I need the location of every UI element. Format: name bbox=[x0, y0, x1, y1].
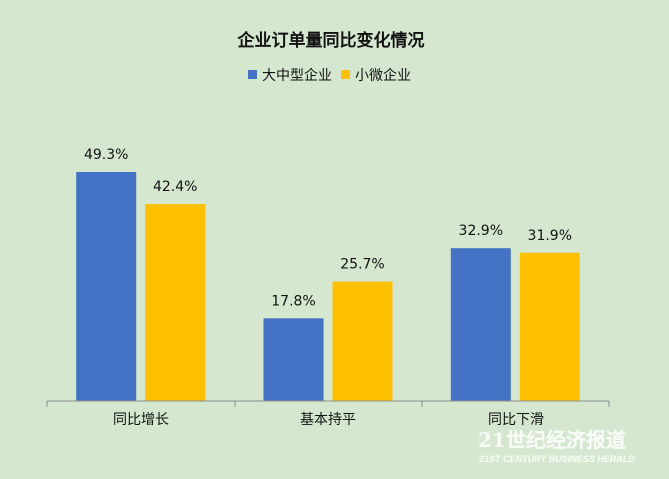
x-tick-label: 同比下滑 bbox=[488, 411, 544, 428]
data-label-small-2: 25.7% bbox=[340, 257, 384, 273]
chart-title: 企业订单量同比变化情况 bbox=[237, 30, 425, 51]
bars bbox=[76, 172, 580, 401]
data-label-small-3: 31.9% bbox=[528, 228, 572, 244]
legend-label-large: 大中型企业 bbox=[262, 67, 332, 84]
watermark-en: 21ST CENTURY BUSINESS HERALD bbox=[478, 454, 635, 464]
bar-large-2 bbox=[263, 318, 324, 401]
bar-small-1 bbox=[145, 204, 206, 401]
watermark-cn: 21世纪经济报道 bbox=[478, 428, 626, 452]
x-tick-label: 基本持平 bbox=[300, 411, 356, 428]
data-label-large-1: 49.3% bbox=[84, 147, 128, 163]
bar-large-3 bbox=[450, 248, 511, 401]
data-label-large-2: 17.8% bbox=[271, 293, 315, 309]
legend-swatch-large bbox=[248, 70, 257, 79]
data-label-large-3: 32.9% bbox=[459, 223, 503, 239]
value-labels: 49.3% 42.4% 17.8% 25.7% 32.9% 31.9% bbox=[84, 147, 572, 309]
legend: 大中型企业 小微企业 bbox=[248, 67, 411, 84]
data-label-small-1: 42.4% bbox=[153, 179, 197, 195]
bar-small-2 bbox=[332, 281, 393, 401]
bar-small-3 bbox=[519, 252, 580, 401]
legend-swatch-small bbox=[341, 70, 350, 79]
x-axis: 同比增长 基本持平 同比下滑 bbox=[46, 400, 610, 428]
bar-large-1 bbox=[76, 172, 137, 401]
legend-label-small: 小微企业 bbox=[355, 67, 411, 84]
x-tick-label: 同比增长 bbox=[113, 412, 169, 428]
watermark: 21世纪经济报道 21ST CENTURY BUSINESS HERALD bbox=[478, 428, 635, 464]
